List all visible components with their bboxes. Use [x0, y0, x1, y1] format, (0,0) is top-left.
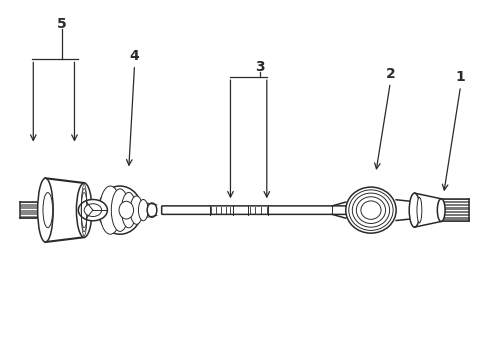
Ellipse shape: [437, 199, 445, 221]
Ellipse shape: [346, 187, 396, 233]
Ellipse shape: [43, 193, 53, 228]
Text: 3: 3: [255, 59, 264, 73]
Ellipse shape: [138, 199, 148, 221]
Ellipse shape: [122, 192, 136, 228]
Ellipse shape: [76, 183, 92, 237]
Text: 5: 5: [57, 17, 67, 31]
Ellipse shape: [130, 196, 143, 224]
Ellipse shape: [99, 186, 121, 234]
Ellipse shape: [417, 197, 422, 223]
Ellipse shape: [98, 186, 142, 234]
Text: 1: 1: [456, 70, 466, 84]
Ellipse shape: [409, 193, 420, 227]
Ellipse shape: [147, 203, 157, 217]
Ellipse shape: [84, 204, 101, 216]
Ellipse shape: [111, 189, 129, 231]
Text: 2: 2: [386, 67, 395, 81]
Ellipse shape: [38, 178, 53, 242]
Text: 4: 4: [130, 49, 140, 63]
Ellipse shape: [78, 199, 107, 221]
FancyBboxPatch shape: [162, 206, 348, 215]
Ellipse shape: [119, 201, 134, 219]
